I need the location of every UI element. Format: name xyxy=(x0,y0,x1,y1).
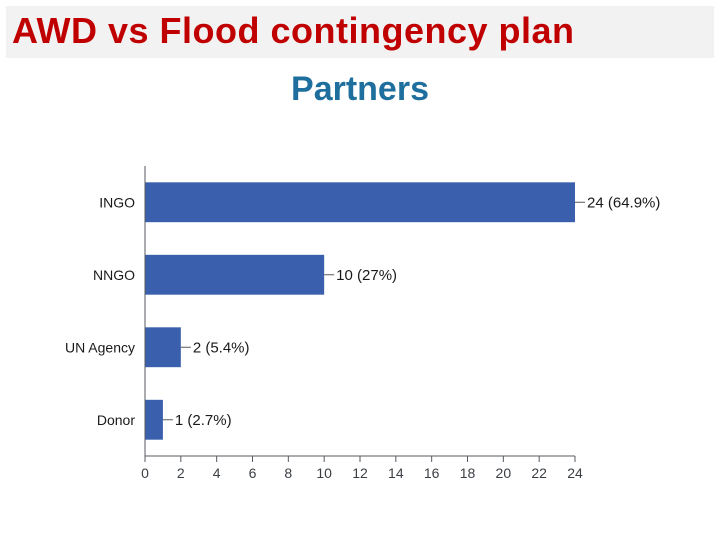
x-tick-label: 20 xyxy=(496,465,512,481)
value-label: 1 (2.7%) xyxy=(175,412,232,429)
page-title: AWD vs Flood contingency plan xyxy=(12,10,708,52)
x-tick-label: 4 xyxy=(213,465,221,481)
bar-donor xyxy=(145,400,163,440)
x-tick-label: 22 xyxy=(531,465,547,481)
partners-bar-chart: INGO 24 (64.9%) NNGO 10 (27%) UN Agency 2 (5.… xyxy=(60,156,680,506)
category-label: UN Agency xyxy=(65,339,135,355)
value-label: 24 (64.9%) xyxy=(587,194,660,211)
x-tick-label: 12 xyxy=(352,465,368,481)
x-tick-label: 6 xyxy=(249,465,257,481)
x-tick-label: 24 xyxy=(567,465,583,481)
x-tick-label: 0 xyxy=(141,465,149,481)
x-tick-label: 16 xyxy=(424,465,440,481)
x-tick-label: 2 xyxy=(177,465,185,481)
value-label: 2 (5.4%) xyxy=(193,339,250,356)
x-tick-label: 18 xyxy=(460,465,476,481)
subtitle-wrap: Partners xyxy=(0,70,720,109)
category-label: Donor xyxy=(97,412,135,428)
x-tick-label: 8 xyxy=(284,465,292,481)
bar-ingo xyxy=(145,182,575,222)
title-band: AWD vs Flood contingency plan xyxy=(6,6,714,58)
bar-nngo xyxy=(145,255,324,295)
subtitle: Partners xyxy=(0,70,720,109)
x-tick-label: 10 xyxy=(316,465,332,481)
value-label: 10 (27%) xyxy=(336,267,397,284)
category-label: INGO xyxy=(99,194,135,210)
bar-un-agency xyxy=(145,327,181,367)
chart-svg: INGO 24 (64.9%) NNGO 10 (27%) UN Agency 2 (5.… xyxy=(60,156,680,506)
category-label: NNGO xyxy=(93,267,135,283)
x-tick-label: 14 xyxy=(388,465,404,481)
